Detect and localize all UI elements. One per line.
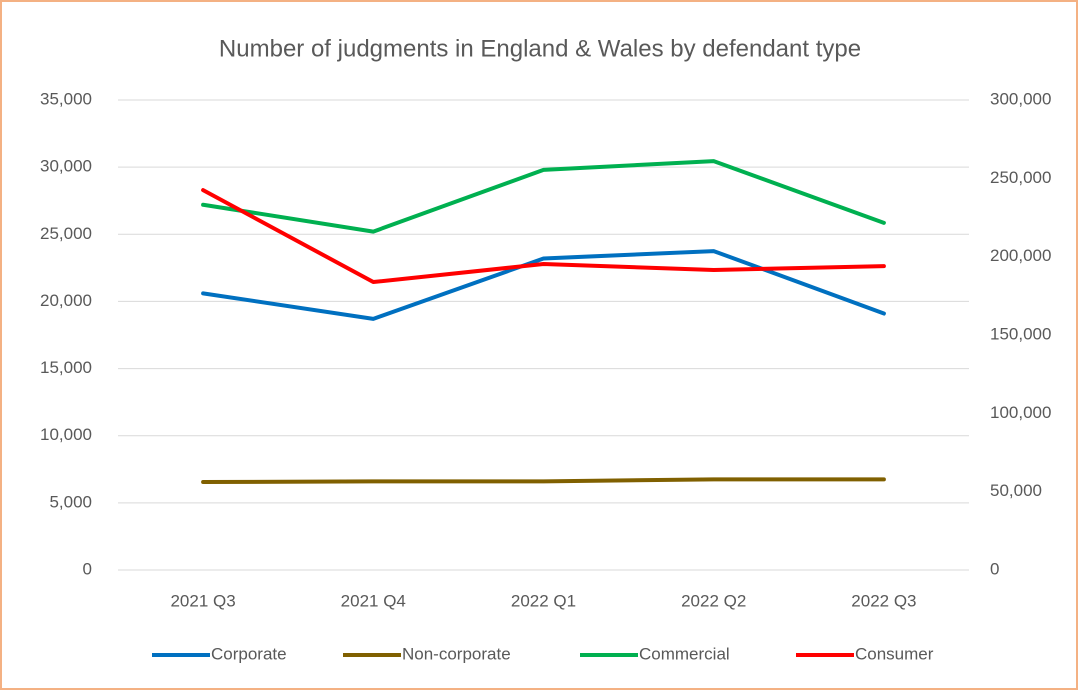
y-tick-label: 0 bbox=[83, 559, 92, 578]
x-tick-label: 2022 Q2 bbox=[681, 591, 746, 610]
y2-tick-label: 200,000 bbox=[990, 246, 1051, 265]
y2-tick-label: 150,000 bbox=[990, 324, 1051, 343]
y-tick-label: 25,000 bbox=[40, 224, 92, 243]
y-tick-label: 15,000 bbox=[40, 358, 92, 377]
y-tick-label: 35,000 bbox=[40, 89, 92, 108]
y-tick-label: 30,000 bbox=[40, 157, 92, 176]
y2-tick-label: 100,000 bbox=[990, 403, 1051, 422]
legend-label: Corporate bbox=[211, 644, 287, 663]
y2-tick-label: 50,000 bbox=[990, 481, 1042, 500]
legend-label: Commercial bbox=[639, 644, 730, 663]
y-tick-label: 20,000 bbox=[40, 291, 92, 310]
series-line bbox=[201, 188, 886, 285]
legend-label: Non-corporate bbox=[402, 644, 511, 663]
series-line bbox=[201, 159, 886, 234]
y2-tick-label: 0 bbox=[990, 559, 999, 578]
x-tick-label: 2022 Q1 bbox=[511, 591, 576, 610]
x-tick-label: 2022 Q3 bbox=[851, 591, 916, 610]
y2-tick-label: 250,000 bbox=[990, 168, 1051, 187]
y2-tick-label: 300,000 bbox=[990, 89, 1051, 108]
y-tick-label: 5,000 bbox=[49, 492, 92, 511]
x-tick-label: 2021 Q4 bbox=[341, 591, 406, 610]
series-line bbox=[201, 477, 886, 485]
x-tick-label: 2021 Q3 bbox=[170, 591, 235, 610]
y-tick-label: 10,000 bbox=[40, 425, 92, 444]
chart-title: Number of judgments in England & Wales b… bbox=[219, 35, 861, 62]
series-line bbox=[201, 249, 886, 321]
legend-label: Consumer bbox=[855, 644, 934, 663]
